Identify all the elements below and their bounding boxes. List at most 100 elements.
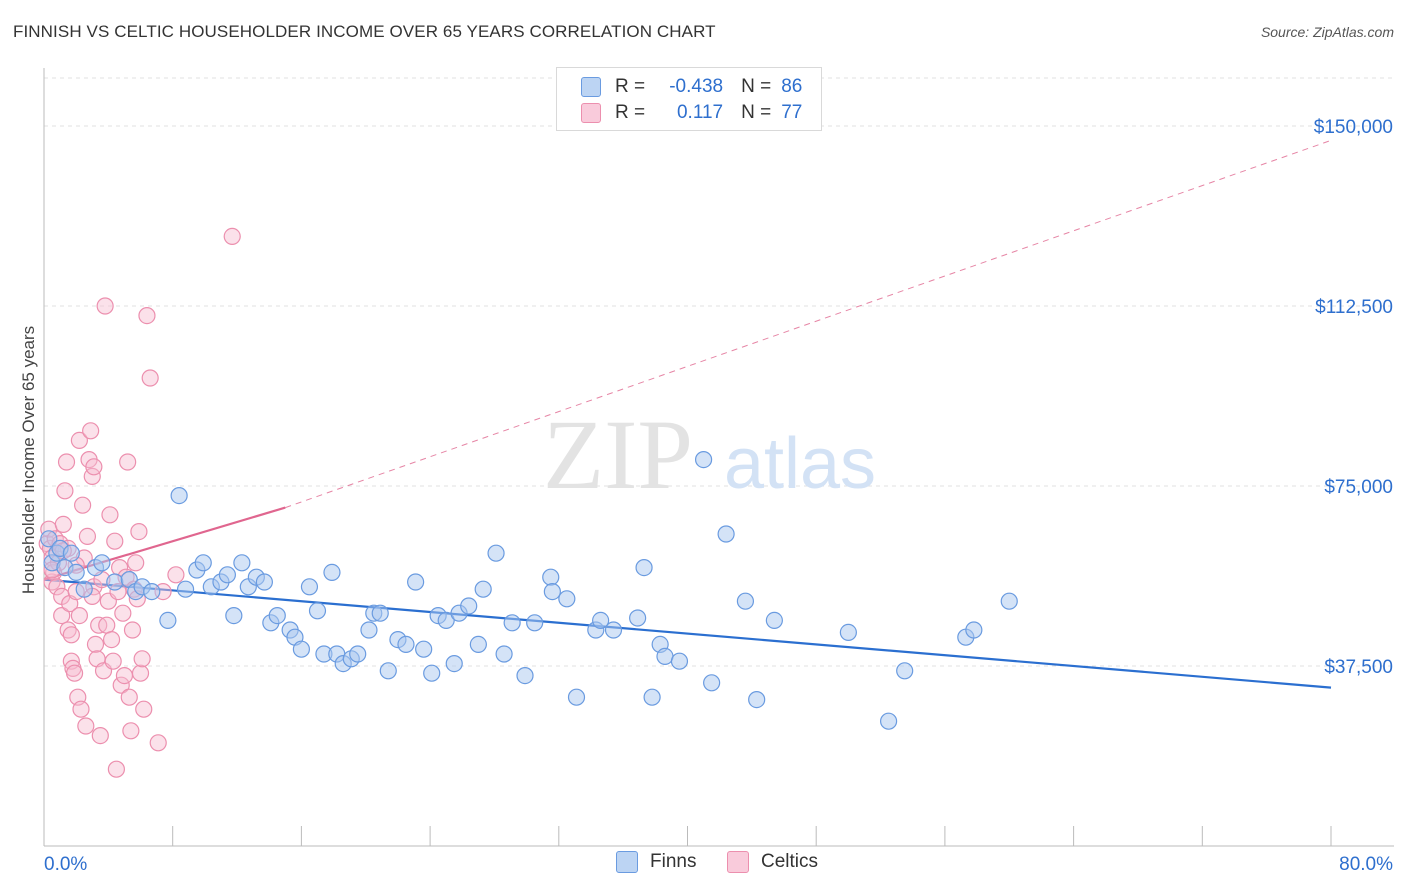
finns-n-label: N = <box>741 76 772 97</box>
celtics-point-68 <box>141 369 159 387</box>
finns-point-23 <box>225 606 243 625</box>
finns-point-29 <box>268 606 286 625</box>
celtics-point-66 <box>135 700 153 718</box>
finns-point-58 <box>495 645 513 663</box>
finns-point-10 <box>106 573 124 591</box>
celtics-swatch <box>581 103 601 123</box>
finns-trend-line <box>43 578 1332 689</box>
celtics-point-25 <box>70 606 88 625</box>
celtics-r-label: R = <box>615 102 646 123</box>
celtics-point-29 <box>77 717 95 735</box>
y-tick-label-2: $112,500 <box>1315 297 1393 318</box>
finns-point-52 <box>445 654 463 673</box>
celtics-trend-extension <box>285 139 1332 509</box>
legend-item-celtics[interactable]: Celtics <box>727 851 818 873</box>
celtics-point-26 <box>72 700 90 718</box>
celtics-point-61 <box>127 554 145 572</box>
celtics-legend-label: Celtics <box>761 851 819 872</box>
finns-point-63 <box>543 582 561 601</box>
celtics-point-59 <box>123 621 142 639</box>
celtics-point-48 <box>106 532 124 550</box>
finns-point-71 <box>643 688 661 706</box>
source-label: Source: ZipAtlas.com <box>1260 24 1394 40</box>
y-tick-label-0: $37,500 <box>1324 657 1393 678</box>
y-tick-label-1: $75,000 <box>1324 477 1393 498</box>
finns-point-36 <box>323 563 341 582</box>
celtics-point-27 <box>74 496 92 514</box>
celtics-point-47 <box>104 652 122 670</box>
celtics-point-32 <box>82 422 100 440</box>
series-legend: Finns Celtics <box>0 851 1406 877</box>
finns-point-75 <box>694 451 713 469</box>
finns-point-46 <box>397 635 415 654</box>
celtics-point-56 <box>119 453 137 471</box>
celtics-n-value: 77 <box>781 102 803 123</box>
legend-item-finns[interactable]: Finns <box>616 851 696 873</box>
celtics-point-42 <box>96 297 114 315</box>
finns-point-69 <box>629 609 647 627</box>
celtics-point-16 <box>59 621 77 639</box>
finns-point-76 <box>703 674 721 692</box>
finns-point-7 <box>75 580 93 598</box>
finns-point-33 <box>300 578 319 596</box>
x-tick-label-max: 80.0% <box>1339 854 1393 875</box>
finns-legend-label: Finns <box>650 851 697 872</box>
celtics-point-43 <box>98 616 116 634</box>
finns-point-49 <box>423 664 441 682</box>
finns-point-86 <box>1000 592 1018 610</box>
finns-point-81 <box>839 623 857 642</box>
finns-point-64 <box>558 590 576 608</box>
finns-point-62 <box>542 568 560 586</box>
celtics-point-12 <box>54 515 72 534</box>
celtics-point-34 <box>85 458 103 476</box>
legend-row-celtics: R = 0.117 N = 77 <box>581 101 802 125</box>
finns-point-65 <box>567 688 586 706</box>
celtics-r-value: 0.117 <box>676 102 724 123</box>
celtics-n-label: N = <box>741 102 772 123</box>
finns-point-0 <box>40 530 58 548</box>
legend-row-finns: R = -0.438 N = 86 <box>581 75 802 99</box>
watermark-atlas: atlas <box>724 424 876 504</box>
finns-point-6 <box>67 563 85 582</box>
finns-point-43 <box>371 604 389 622</box>
celtics-point-71 <box>167 566 185 584</box>
finns-point-40 <box>349 645 367 663</box>
axes <box>43 68 1394 847</box>
celtics-point-58 <box>122 722 140 740</box>
finns-point-82 <box>879 712 898 730</box>
finns-point-17 <box>176 580 195 598</box>
finns-point-54 <box>460 597 478 615</box>
finns-point-59 <box>503 614 521 632</box>
finns-point-51 <box>437 611 455 630</box>
finns-n-value: 86 <box>781 76 803 97</box>
finns-point-61 <box>526 614 544 632</box>
watermark: ZIP atlas <box>543 399 876 510</box>
finns-point-73 <box>656 647 674 666</box>
celtics-point-39 <box>91 726 109 745</box>
watermark-zip: ZIP <box>543 399 693 510</box>
celtics-point-7 <box>48 578 66 596</box>
celtics-point-11 <box>53 606 71 625</box>
finns-point-47 <box>407 573 425 591</box>
celtics-point-65 <box>133 650 151 668</box>
finns-point-68 <box>604 621 623 639</box>
y-axis-label: Householder Income Over 65 years <box>19 325 38 595</box>
correlation-legend: R = -0.438 N = 86 R = 0.117 N = 77 <box>556 67 822 131</box>
finns-point-55 <box>469 635 487 654</box>
y-axis-label-wrap: Householder Income Over 65 years <box>16 300 42 620</box>
celtics-point-72 <box>223 227 241 245</box>
finns-point-74 <box>670 652 689 670</box>
finns-point-16 <box>170 487 188 505</box>
finns-point-41 <box>360 621 378 639</box>
finns-point-15 <box>159 611 177 630</box>
finns-point-80 <box>765 611 783 630</box>
finns-point-77 <box>717 525 735 543</box>
celtics-point-36 <box>86 635 105 654</box>
finns-point-32 <box>292 640 310 658</box>
finns-point-27 <box>255 573 273 591</box>
finns-point-83 <box>896 662 914 680</box>
celtics-point-57 <box>120 688 138 706</box>
finns-point-5 <box>62 544 80 562</box>
y-tick-label-3: $150,000 <box>1314 117 1393 138</box>
